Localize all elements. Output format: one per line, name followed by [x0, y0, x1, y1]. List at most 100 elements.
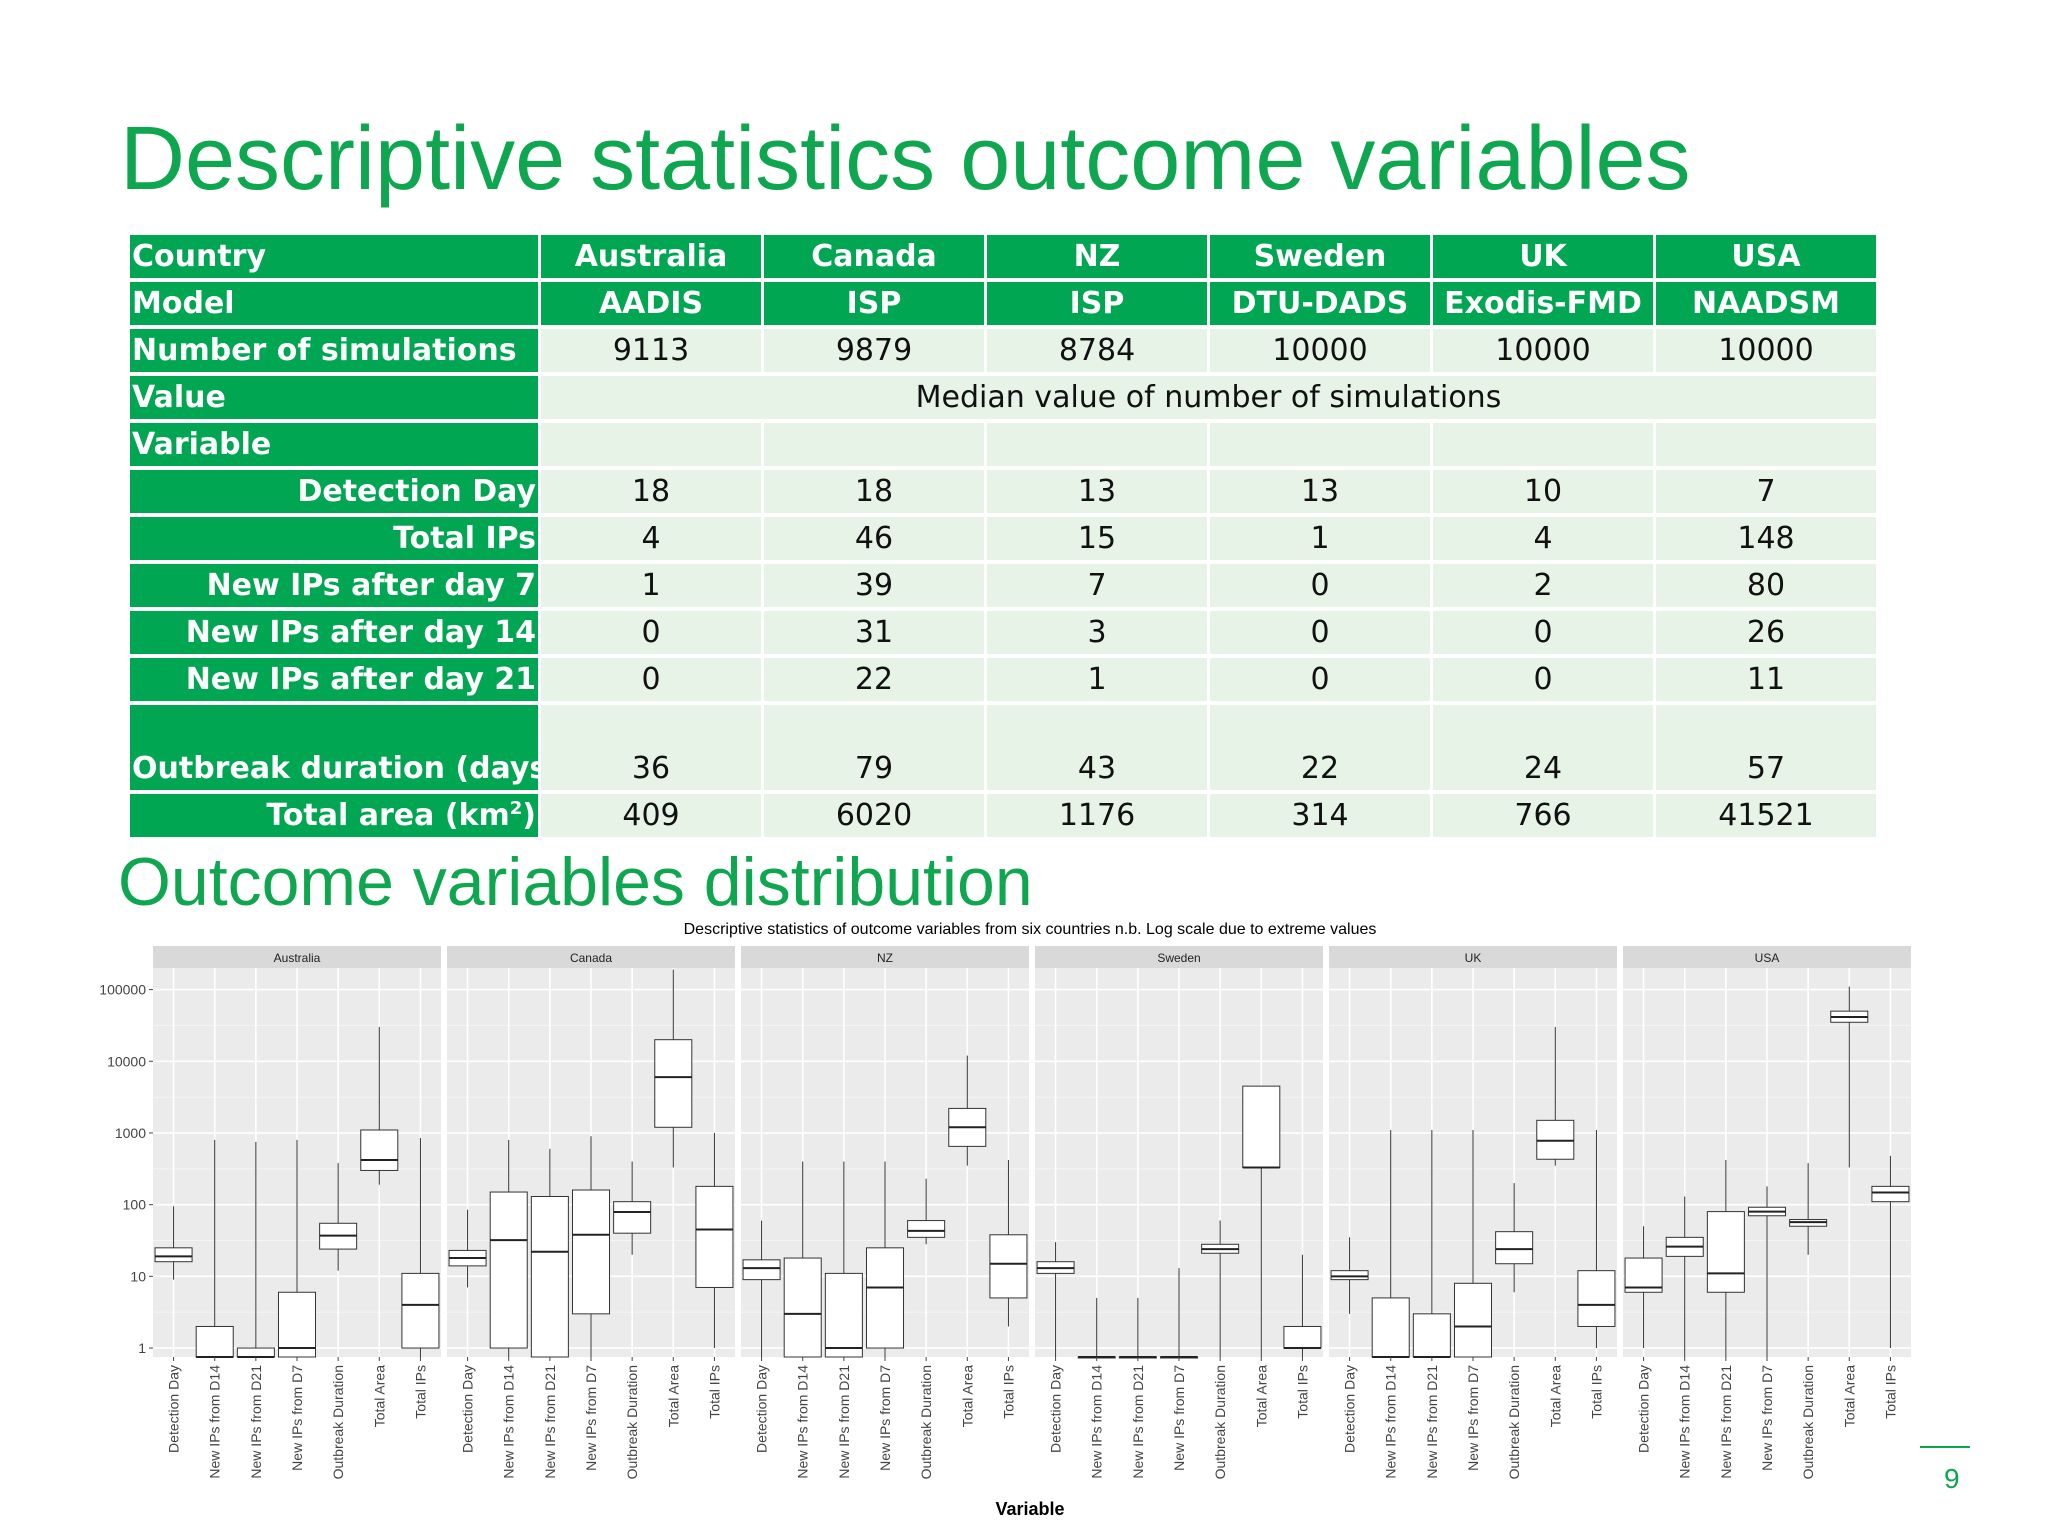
x-tick-label: Outbreak Duration	[330, 1365, 346, 1479]
table-row-variable: Variable	[130, 423, 1876, 466]
table-cell: 6020	[764, 794, 984, 837]
country-header-uk: UK	[1433, 235, 1653, 278]
table-row: Outbreak duration (days) 36 79 43 22 24 57	[130, 705, 1876, 790]
x-tick-label: Total IPs	[412, 1365, 428, 1419]
box	[1871, 1185, 1910, 1203]
table-cell: 148	[1656, 517, 1876, 560]
box	[1706, 1211, 1745, 1293]
value-description-cell: Median value of number of simulations	[541, 376, 1876, 419]
row-label: Outbreak duration (days)	[130, 705, 538, 790]
x-tick-label: New IPs from D14	[795, 1365, 811, 1479]
table-cell: 8784	[987, 329, 1207, 372]
section-subtitle: Outcome variables distribution	[118, 844, 1033, 920]
table-cell: 7	[987, 564, 1207, 607]
model-cell: DTU-DADS	[1210, 282, 1430, 325]
table-cell: 18	[764, 470, 984, 513]
box	[571, 1189, 611, 1315]
x-tick-label: Total Area	[665, 1365, 681, 1427]
x-tick-label: New IPs from D14	[1383, 1365, 1399, 1479]
table-cell: 39	[764, 564, 984, 607]
facet-label-nz: NZ	[877, 951, 893, 965]
x-tick-label: New IPs from D21	[836, 1365, 852, 1479]
stats-table: Country Australia Canada NZ Sweden UK USA Model…	[127, 231, 1879, 841]
row-label: New IPs after day 7	[130, 564, 538, 607]
table-cell: 57	[1656, 705, 1876, 790]
box	[742, 1259, 781, 1281]
box	[654, 1039, 693, 1128]
table-row-value: Value Median value of number of simulatio…	[130, 376, 1876, 419]
country-header-nz: NZ	[987, 235, 1207, 278]
table-cell: 0	[1210, 564, 1430, 607]
box	[865, 1247, 905, 1349]
box	[1283, 1325, 1322, 1349]
box	[1495, 1231, 1534, 1265]
table-cell: 4	[541, 517, 761, 560]
x-tick-label: Total Area	[959, 1365, 975, 1427]
x-tick-label: Detection Day	[460, 1365, 476, 1453]
table-cell: 3	[987, 611, 1207, 654]
x-tick-label: Outbreak Duration	[1212, 1365, 1228, 1479]
row-label: New IPs after day 14	[130, 611, 538, 654]
table-cell: 0	[1433, 658, 1653, 701]
chart-title: Descriptive statistics of outcome variab…	[684, 921, 1377, 938]
table-cell: 7	[1656, 470, 1876, 513]
table-cell: 9113	[541, 329, 761, 372]
box	[613, 1201, 652, 1234]
x-tick-label: Detection Day	[166, 1365, 182, 1453]
table-cell: 2	[1433, 564, 1653, 607]
table-cell: 314	[1210, 794, 1430, 837]
table-cell: 1	[987, 658, 1207, 701]
model-cell: Exodis-FMD	[1433, 282, 1653, 325]
box	[695, 1185, 734, 1288]
facet-label-sweden: Sweden	[1157, 951, 1200, 965]
box	[236, 1347, 275, 1358]
table-cell: 80	[1656, 564, 1876, 607]
facet-strip	[1623, 946, 1911, 968]
boxplot-chart: Descriptive statistics of outcome variab…	[99, 921, 1911, 1519]
box	[530, 1195, 569, 1358]
table-row-model: Model AADIS ISP ISP DTU-DADS Exodis-FMD NAADSM	[130, 282, 1876, 325]
row-header-simulations: Number of simulations	[130, 329, 538, 372]
box	[1577, 1270, 1616, 1327]
box	[154, 1247, 193, 1263]
table-row-country: Country Australia Canada NZ Sweden UK USA	[130, 235, 1876, 278]
y-tick-label: 100000	[99, 982, 146, 998]
table-row: New IPs after day 21 0 22 1 0 0 11	[130, 658, 1876, 701]
table-cell: 0	[541, 611, 761, 654]
box	[1412, 1313, 1451, 1358]
empty-cell	[541, 423, 761, 466]
y-tick-label: 10000	[107, 1053, 146, 1069]
row-header-value: Value	[130, 376, 538, 419]
country-header-australia: Australia	[541, 235, 761, 278]
table-cell: 9879	[764, 329, 984, 372]
x-tick-label: New IPs from D21	[1130, 1365, 1146, 1479]
table-cell: 43	[987, 705, 1207, 790]
model-cell: NAADSM	[1656, 282, 1876, 325]
table-row: Total IPs 4 46 15 1 4 148	[130, 517, 1876, 560]
box	[783, 1257, 822, 1358]
x-tick-label: New IPs from D14	[1677, 1365, 1693, 1479]
row-label-total-area: Total area (km2)	[130, 794, 538, 837]
x-tick-label: Outbreak Duration	[918, 1365, 934, 1479]
facet-label-canada: Canada	[570, 951, 612, 965]
box	[195, 1325, 234, 1358]
country-header-canada: Canada	[764, 235, 984, 278]
slide-title: Descriptive statistics outcome variables	[120, 109, 1691, 209]
facet-strip	[1035, 946, 1323, 968]
row-label: Total IPs	[130, 517, 538, 560]
x-tick-label: New IPs from D21	[1424, 1365, 1440, 1479]
x-tick-label: Detection Day	[1342, 1365, 1358, 1453]
row-header-model: Model	[130, 282, 538, 325]
box	[1453, 1282, 1493, 1358]
page-number: 9	[1944, 1463, 1960, 1494]
table-cell: 22	[764, 658, 984, 701]
area-label-close: )	[522, 798, 536, 833]
box	[1330, 1270, 1369, 1281]
table-cell: 0	[1210, 611, 1430, 654]
table-cell: 10000	[1210, 329, 1430, 372]
x-tick-label: Total IPs	[706, 1365, 722, 1419]
x-tick-label: Total Area	[1253, 1365, 1269, 1427]
facet-label-uk: UK	[1465, 951, 1482, 965]
x-tick-label: Detection Day	[754, 1365, 770, 1453]
table-cell: 13	[987, 470, 1207, 513]
